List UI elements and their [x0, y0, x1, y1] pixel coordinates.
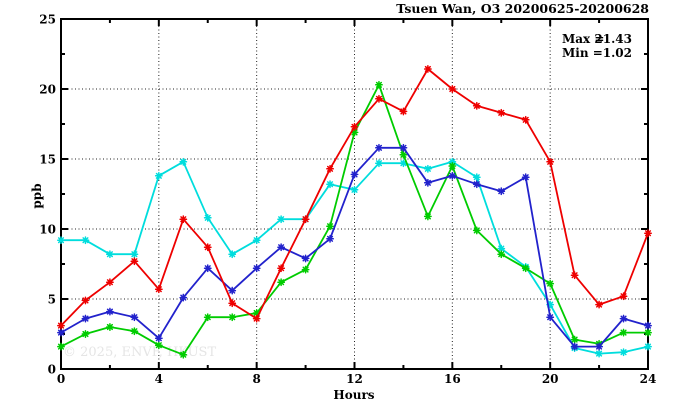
series-markers-blue	[57, 143, 652, 351]
plot-border	[60, 18, 649, 370]
series-red	[57, 65, 652, 330]
y-tick-label: 0	[48, 363, 56, 377]
max-label: Max =	[562, 32, 604, 46]
watermark: © 2025, ENVF, HKUST	[63, 345, 216, 360]
y-tick-label: 20	[39, 83, 56, 97]
min-value: 1.02	[603, 46, 632, 60]
series-markers-red	[57, 65, 652, 330]
y-tick-labels: 0 5 10 15 20 25	[39, 13, 56, 377]
x-tick-label: 4	[155, 372, 163, 386]
y-tick-label: 10	[39, 223, 56, 237]
x-axis-title: Hours	[333, 388, 374, 402]
data-series	[57, 65, 652, 359]
x-tick-label: 24	[640, 372, 657, 386]
y-axis-title: ppb	[30, 183, 44, 208]
x-tick-label: 20	[542, 372, 559, 386]
chart-title: Tsuen Wan, O3 20200625-20200628	[396, 1, 649, 16]
x-tick-labels: 0 4 8 12 16 20 24	[57, 372, 657, 386]
x-tick-label: 12	[346, 372, 363, 386]
series-blue	[57, 143, 652, 351]
y-tick-label: 25	[39, 13, 56, 27]
y-tick-label: 5	[48, 293, 56, 307]
y-tick-label: 15	[39, 153, 56, 167]
max-value: 21.43	[594, 32, 632, 46]
x-tick-label: 8	[252, 372, 260, 386]
x-tick-label: 0	[57, 372, 65, 386]
min-label: Min =	[562, 46, 603, 60]
gridlines	[61, 19, 648, 369]
x-tick-label: 16	[444, 372, 461, 386]
